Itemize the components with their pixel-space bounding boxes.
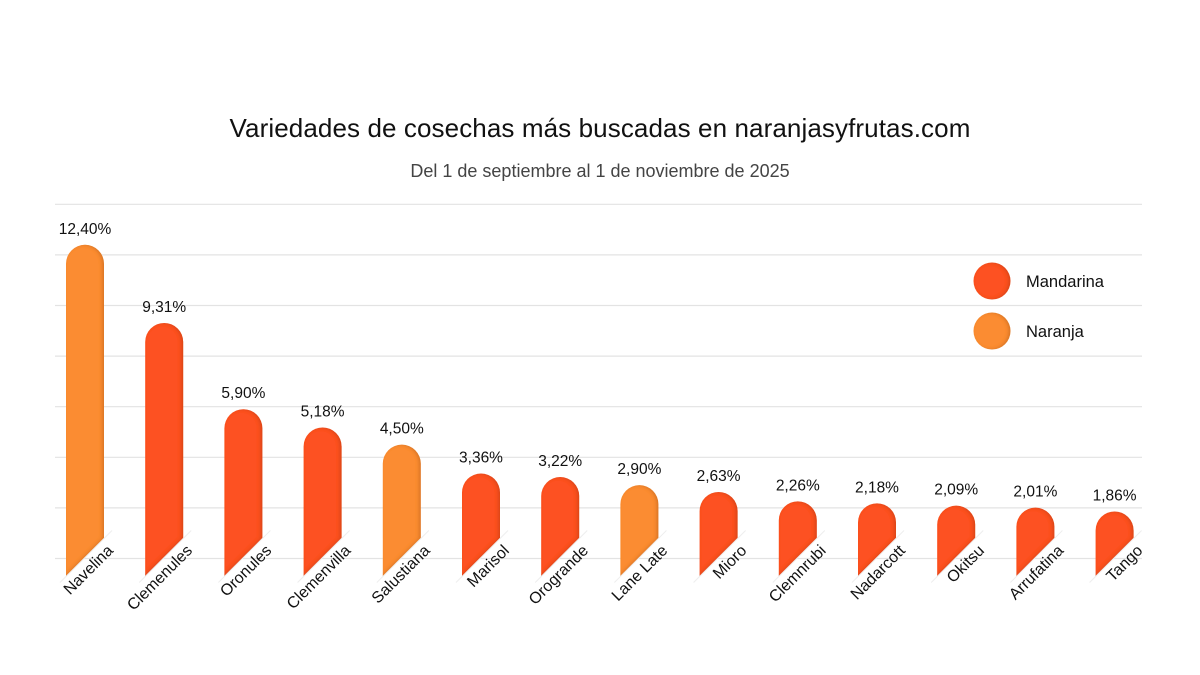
- bar-navelina: [66, 244, 104, 577]
- bar-clemnrubi: [778, 501, 817, 577]
- bar-okitsu: [937, 505, 976, 577]
- value-label: 2,18%: [855, 479, 899, 496]
- value-label: 12,40%: [59, 221, 112, 238]
- bar-marisol: [462, 473, 500, 577]
- value-label: 2,90%: [617, 461, 661, 478]
- chart-title: Variedades de cosechas más buscadas en n…: [229, 113, 971, 143]
- bar-cut-line: [534, 530, 588, 583]
- chart-subtitle: Del 1 de septiembre al 1 de noviembre de…: [410, 161, 790, 181]
- category-labels: Navelina Clemenules Oronules Clemenvilla Sal…: [61, 542, 1147, 614]
- bar-cut-line: [693, 530, 746, 583]
- bar-cut-line: [297, 530, 350, 583]
- bar-cut-line: [1010, 530, 1063, 583]
- bar-orogrande: [541, 477, 580, 577]
- legend-swatch-naranja: [973, 312, 1011, 350]
- bar-cut-line: [138, 530, 192, 583]
- value-label: 2,09%: [934, 482, 978, 499]
- bar-tango: [1095, 511, 1134, 577]
- bar-clemenules: [145, 322, 184, 577]
- bar-cut-line: [772, 530, 826, 583]
- bar-cut-line: [614, 530, 667, 583]
- bar-cut-line: [851, 530, 905, 583]
- bar-lane-late: [620, 485, 659, 577]
- gridlines: [55, 203, 1142, 560]
- value-label: 2,26%: [776, 477, 820, 494]
- value-label: 5,18%: [301, 403, 345, 420]
- value-label: 3,22%: [538, 453, 582, 470]
- legend-label-mandarina: Mandarina: [1026, 273, 1105, 291]
- bar-nadarcott: [858, 503, 896, 577]
- value-label: 1,86%: [1093, 487, 1137, 504]
- bar-salustiana: [382, 444, 421, 577]
- value-label: 3,36%: [459, 449, 503, 466]
- legend: Mandarina Naranja: [973, 262, 1105, 350]
- bar-cut-line: [455, 530, 509, 583]
- value-label: 2,01%: [1013, 484, 1057, 501]
- bar-mioro: [699, 491, 738, 577]
- value-label: 2,63%: [697, 468, 741, 485]
- legend-label-naranja: Naranja: [1026, 323, 1085, 341]
- value-label: 4,50%: [380, 421, 424, 438]
- legend-swatch-mandarina: [973, 262, 1011, 300]
- bar-oronules: [224, 409, 263, 577]
- bar-cut-line: [1089, 530, 1142, 583]
- bar-cut-line: [930, 530, 984, 583]
- bar-cut-line: [218, 530, 271, 583]
- value-labels: 12,40% 9,31% 5,90% 5,18% 4,50% 3,36% 3,22% 2,90…: [59, 221, 1137, 505]
- bars: [59, 244, 1142, 583]
- value-label: 5,90%: [221, 385, 265, 402]
- bar-cut-line: [59, 530, 113, 583]
- bar-cut-line: [376, 530, 430, 583]
- bar-arrufatina: [1016, 507, 1055, 577]
- bar-clemenvilla: [303, 427, 342, 577]
- value-label: 9,31%: [142, 299, 186, 316]
